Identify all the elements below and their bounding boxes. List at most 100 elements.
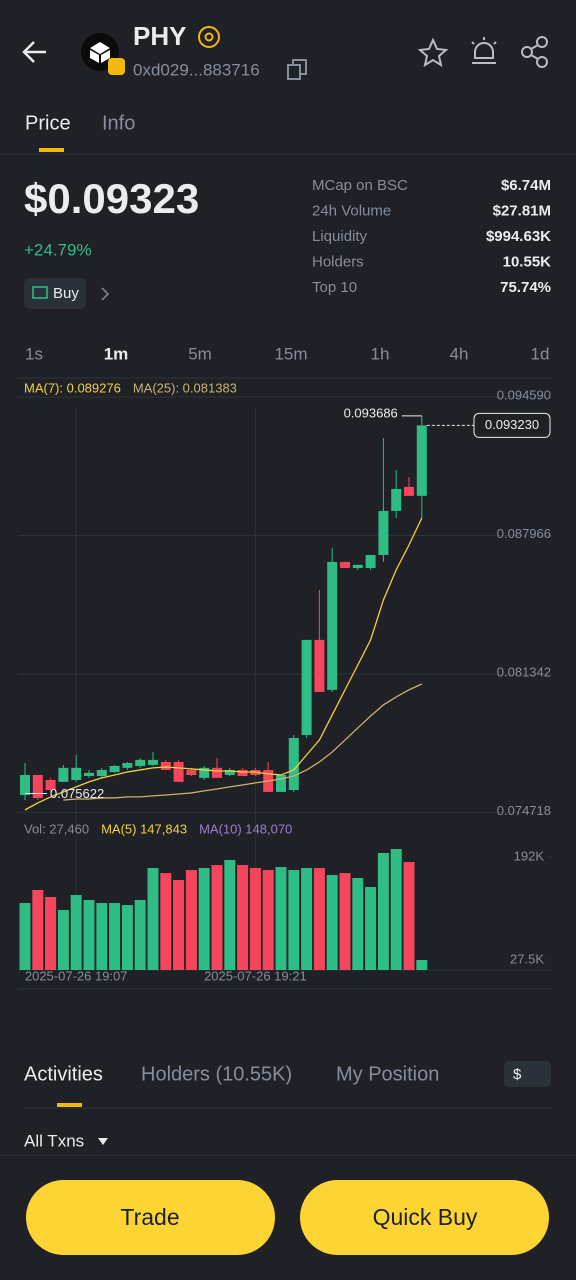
candle-body [391,488,402,511]
candle-body [276,774,286,792]
tab[interactable]: My Position [336,1063,439,1085]
volume-tick-label: 192K [514,848,545,863]
price-chart: 0.094590 0.087966 0.081342 0.074718 192K 27.5… [18,380,552,983]
volume-bar [262,870,274,970]
volume-bar [288,870,300,970]
volume-bar [173,879,185,970]
volume-bar [352,877,364,970]
candle-body [212,767,222,778]
legend-entry: Vol: 27,460 [24,821,89,836]
candle-body [109,765,120,773]
candle-body [173,761,184,782]
x-tick-label: 2025-07-26 19:21 [204,968,307,983]
badge [198,26,220,48]
y-tick-label: 0.074718 [497,803,551,818]
buy-button[interactable]: Buy [24,278,86,309]
volume-bar [83,900,95,970]
back-button[interactable] [22,41,46,63]
y-tick-label: 0.094590 [497,387,551,402]
volume-bar [301,868,313,970]
candle-body [416,425,427,496]
volume-bar [198,868,210,970]
candle-body [224,769,235,775]
volume-bar [403,862,415,970]
last-price-label: 0.093230 [485,417,539,432]
token-logo [81,33,125,75]
stat-label: MCap on BSC [312,177,408,194]
last-price-box [473,412,551,438]
price-change: +24.79% [24,240,92,259]
currency: $ [513,1066,522,1083]
interval-bar: 1s 1m 5m 15m 1h 4h 1d [25,344,549,363]
quick-buy-button[interactable]: Quick Buy [300,1180,549,1255]
legend-entry: MA(25): 0.081383 [133,380,237,395]
volume-bar [377,853,389,970]
trade-button[interactable]: Trade [26,1180,275,1255]
filter[interactable]: All Txns [24,1131,108,1150]
currency-toggle[interactable]: $ [504,1061,551,1087]
tab[interactable]: Info [102,112,135,134]
volume-bar [160,873,172,970]
favorite-button[interactable] [417,37,449,68]
volume-bar [416,960,428,970]
candle-body [288,737,299,791]
volume-bar [390,849,402,970]
alert-button[interactable] [471,37,497,64]
tab-indicator [39,148,64,152]
volume-bar [45,897,57,970]
volume-bar [313,868,325,970]
volume-bar [70,895,82,970]
interval[interactable]: 1h [371,344,390,363]
candle-body [327,561,338,690]
volume-bar [211,865,223,970]
volume-bar [147,868,159,970]
share-button[interactable] [521,36,548,68]
volume-bar [339,873,351,970]
legend-entry: MA(7): 0.089276 [24,380,121,395]
stat-label: Top 10 [312,279,357,296]
candle-body [71,767,82,780]
tab[interactable]: Price [25,112,71,134]
copy-button[interactable] [287,59,307,80]
volume-bar [326,875,338,970]
volume-bar [109,903,121,970]
interval[interactable]: 5m [188,344,212,363]
stats: MCap on BSC $6.74M 24h Volume $27.81M Liquid… [312,177,551,296]
volume-bar [121,905,133,970]
interval[interactable]: 15m [274,344,307,363]
interval[interactable]: 1m [104,344,129,363]
volume-bar [19,903,31,970]
candle-body [122,763,133,768]
candle-body [148,759,158,765]
tab[interactable]: Holders (10.55K) [141,1063,292,1085]
stat-label: Liquidity [312,228,368,245]
candle-body [301,639,312,736]
volume-bar [185,870,197,970]
y-tick-label: 0.087966 [497,526,551,541]
candle-body [314,639,325,692]
candle-body [96,769,107,777]
stat-value: $994.63K [486,228,551,245]
candle-body [135,759,146,766]
legend-entry: MA(10) 148,070 [199,821,292,836]
candle-body [84,772,94,777]
candle-body [365,555,376,568]
candle-body [32,774,43,798]
volume-tick-label: 27.5K [510,951,544,966]
interval[interactable]: 4h [450,344,469,363]
stat-label: Holders [312,253,364,270]
token-symbol: PHY [133,21,186,51]
ma-line [24,517,423,811]
stat-value: $6.74M [501,177,551,194]
tab[interactable]: Activities [24,1063,103,1085]
stat-value: 10.55K [503,253,552,270]
low-label: 0.075622 [50,786,104,801]
interval[interactable]: 1s [25,344,43,363]
stat-label: 24h Volume [312,202,391,219]
interval[interactable]: 1d [531,344,550,363]
button-label: Trade [120,1204,179,1230]
chevron [101,287,110,301]
